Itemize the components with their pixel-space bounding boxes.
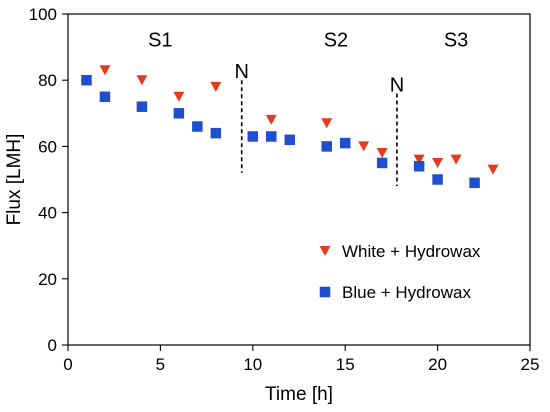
blue-hydrowax-point	[339, 137, 351, 149]
white-hydrowax-point	[99, 65, 111, 76]
white-hydrowax-point	[432, 157, 444, 168]
blue-hydrowax-point	[284, 134, 296, 146]
series-1	[99, 65, 499, 175]
stage-label-3: S3	[444, 29, 468, 51]
series-2	[81, 74, 480, 189]
plot-area	[67, 13, 531, 346]
blue-hydrowax-point	[136, 101, 148, 112]
white-hydrowax-point	[210, 81, 222, 92]
y-tick-label: 40	[38, 204, 57, 223]
y-tick-label: 60	[38, 137, 57, 156]
blue-hydrowax-point	[247, 131, 259, 142]
blue-hydrowax-point	[99, 91, 111, 102]
x-tick-label: 0	[63, 355, 72, 374]
blue-hydrowax-point	[173, 108, 185, 119]
legend-marker-blue-hydrowax	[319, 286, 331, 298]
blue-hydrowax-point	[266, 131, 277, 142]
stage-label-1: S1	[148, 29, 172, 51]
white-hydrowax-point	[487, 164, 499, 175]
stage-label-2: S2	[324, 29, 348, 51]
x-tick-label: 15	[336, 355, 355, 374]
x-tick-label: 20	[428, 355, 447, 374]
white-hydrowax-point	[413, 154, 425, 165]
white-hydrowax-point	[136, 75, 148, 86]
y-tick-label: 80	[38, 71, 57, 90]
y-tick-label: 0	[48, 336, 57, 355]
x-axis-title: Time [h]	[265, 384, 333, 405]
plot-frame	[67, 13, 531, 346]
x-tick-label: 5	[156, 355, 165, 374]
blue-hydrowax-point	[81, 74, 92, 86]
y-tick-label: 100	[29, 5, 57, 24]
legend: White + Hydrowax Blue + Hydrowax	[319, 242, 481, 302]
y-tick-label: 20	[38, 270, 57, 289]
blue-hydrowax-point	[469, 177, 480, 189]
blue-hydrowax-point	[192, 121, 203, 132]
axes: 0 5 10 15 20 25 0 20 40 60 80 100 Time [h] Flux [LMH]	[4, 5, 539, 405]
blue-hydrowax-point	[321, 141, 332, 152]
white-hydrowax-point	[376, 148, 388, 159]
white-hydrowax-point	[450, 154, 462, 165]
blue-hydrowax-point	[376, 157, 388, 169]
x-tick-label: 10	[243, 355, 262, 374]
white-hydrowax-point	[358, 141, 370, 152]
blue-hydrowax-point	[210, 127, 222, 139]
series-layer	[81, 65, 499, 189]
white-hydrowax-point	[265, 114, 277, 125]
y-axis-title: Flux [LMH]	[4, 134, 25, 226]
legend-label-blue-hydrowax: Blue + Hydrowax	[342, 283, 471, 302]
n-label-1: N	[234, 61, 248, 83]
blue-hydrowax-point	[432, 174, 443, 185]
x-tick-label: 25	[521, 355, 540, 374]
blue-hydrowax-point	[413, 161, 425, 172]
white-hydrowax-point	[173, 91, 185, 102]
annotations: S1 S2 S3 N N	[148, 29, 468, 187]
legend-marker-white-hydrowax	[319, 246, 331, 256]
white-hydrowax-point	[321, 118, 333, 129]
n-label-2: N	[390, 74, 404, 96]
legend-label-white-hydrowax: White + Hydrowax	[342, 242, 481, 261]
